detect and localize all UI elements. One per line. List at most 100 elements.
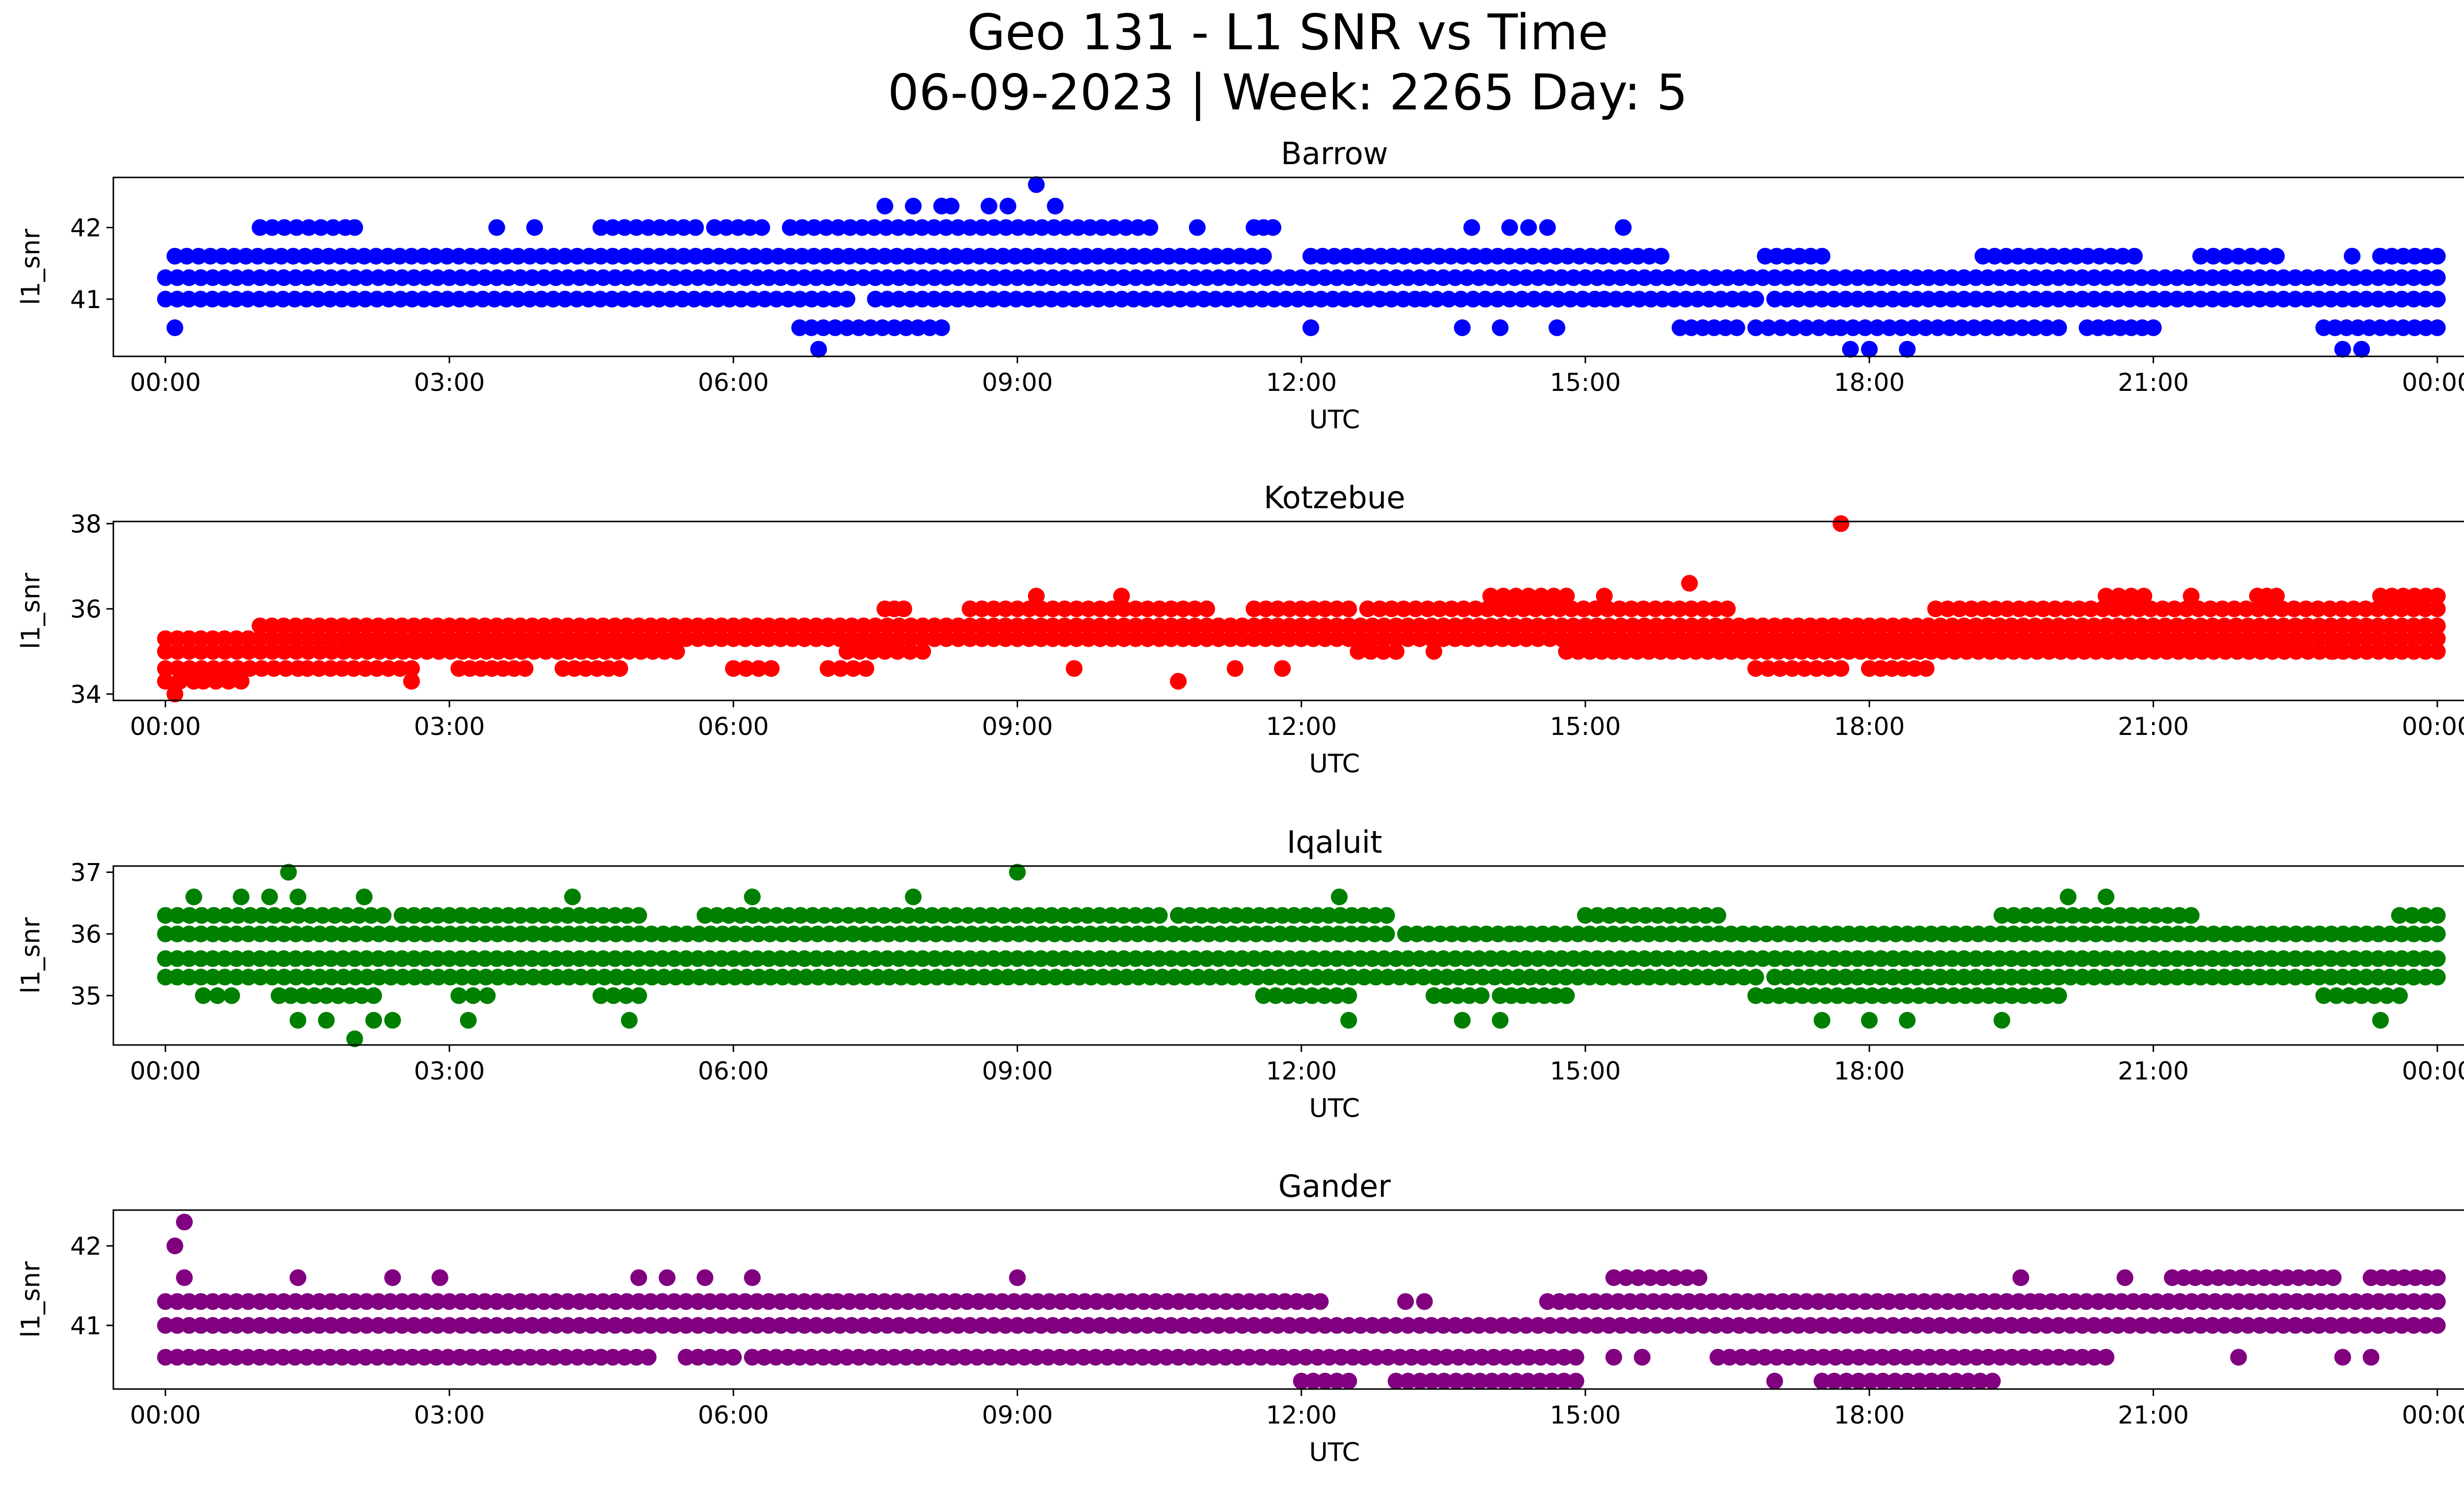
- data-point: [1887, 643, 1905, 660]
- data-point: [429, 1293, 446, 1310]
- data-point: [1446, 269, 1464, 286]
- data-point: [985, 950, 1002, 967]
- data-point: [2301, 1269, 2319, 1286]
- data-point: [947, 247, 964, 265]
- data-point: [1869, 1293, 1886, 1310]
- data-point: [770, 247, 787, 265]
- data-point: [536, 617, 552, 634]
- data-point: [2050, 319, 2067, 336]
- data-point: [618, 630, 636, 647]
- data-point: [1056, 600, 1073, 618]
- data-point: [228, 1349, 244, 1366]
- data-point: [1384, 247, 1401, 265]
- data-point: [817, 247, 834, 265]
- data-point: [687, 247, 704, 265]
- data-point: [1743, 950, 1760, 967]
- data-point: [1435, 630, 1452, 647]
- data-point: [166, 319, 183, 336]
- data-point: [1340, 1011, 1357, 1029]
- data-point: [263, 1293, 280, 1310]
- data-point: [1636, 630, 1653, 647]
- data-point: [395, 643, 412, 660]
- data-point: [192, 925, 209, 942]
- data-point: [749, 950, 766, 967]
- data-point: [985, 617, 1002, 634]
- data-point: [1672, 617, 1689, 634]
- data-point: [521, 247, 539, 265]
- data-point: [1567, 1349, 1584, 1366]
- data-point: [1251, 907, 1268, 924]
- data-point: [1387, 269, 1404, 286]
- data-point: [1536, 247, 1553, 265]
- data-point: [205, 969, 221, 986]
- data-point: [370, 1293, 387, 1310]
- data-point: [2205, 247, 2222, 265]
- data-point: [2393, 617, 2410, 634]
- data-point: [1553, 617, 1570, 634]
- data-point: [2086, 950, 2103, 967]
- data-point: [2311, 643, 2328, 660]
- data-point: [430, 969, 447, 986]
- data-point: [1501, 247, 1518, 265]
- data-point: [725, 1293, 742, 1310]
- data-point: [1683, 630, 1701, 647]
- data-point: [2126, 247, 2143, 265]
- data-point: [1641, 969, 1658, 986]
- data-point: [1494, 1317, 1511, 1334]
- data-point: [1850, 1372, 1867, 1390]
- data-point: [667, 969, 684, 986]
- data-point: [477, 617, 493, 634]
- data-point: [1198, 617, 1215, 634]
- data-point: [725, 1317, 742, 1334]
- data-point: [1269, 617, 1286, 634]
- data-point: [1009, 1269, 1026, 1286]
- data-point: [1044, 269, 1061, 286]
- data-point: [842, 219, 859, 236]
- data-point: [1955, 290, 1973, 308]
- data-point: [1634, 1349, 1651, 1366]
- data-point: [630, 907, 648, 924]
- data-point: [1494, 617, 1511, 634]
- data-point: [1387, 617, 1404, 634]
- data-point: [980, 1349, 997, 1366]
- data-point: [2287, 617, 2304, 634]
- data-point: [1802, 617, 1819, 634]
- data-point: [2239, 269, 2257, 286]
- data-point: [1301, 290, 1318, 308]
- data-point: [1286, 1349, 1303, 1366]
- data-point: [1790, 969, 1807, 986]
- data-point: [1228, 907, 1245, 924]
- data-point: [1707, 600, 1724, 618]
- data-point: [689, 1317, 707, 1334]
- data-point: [1934, 987, 1951, 1004]
- data-point: [1087, 1349, 1104, 1366]
- data-point: [678, 950, 695, 967]
- data-point: [1245, 1317, 1263, 1334]
- data-point: [1136, 247, 1154, 265]
- data-point: [205, 660, 222, 677]
- data-point: [334, 950, 351, 967]
- data-point: [1186, 630, 1203, 647]
- data-point: [439, 247, 456, 265]
- data-point: [1652, 925, 1669, 942]
- data-point: [831, 269, 849, 286]
- data-point: [1067, 907, 1084, 924]
- data-point: [263, 617, 280, 634]
- data-point: [265, 660, 282, 677]
- data-point: [559, 907, 576, 924]
- data-point: [417, 269, 434, 286]
- data-point: [1660, 1317, 1677, 1334]
- data-point: [1837, 617, 1854, 634]
- data-point: [654, 630, 671, 647]
- data-point: [287, 969, 305, 986]
- data-point: [240, 643, 257, 660]
- data-point: [2405, 630, 2422, 647]
- data-point: [1383, 600, 1400, 618]
- data-point: [1092, 269, 1109, 286]
- data-point: [973, 1317, 991, 1334]
- data-point: [583, 269, 600, 286]
- data-point: [2086, 630, 2103, 647]
- data-point: [828, 907, 845, 924]
- data-point: [1407, 247, 1425, 265]
- data-point: [280, 864, 297, 881]
